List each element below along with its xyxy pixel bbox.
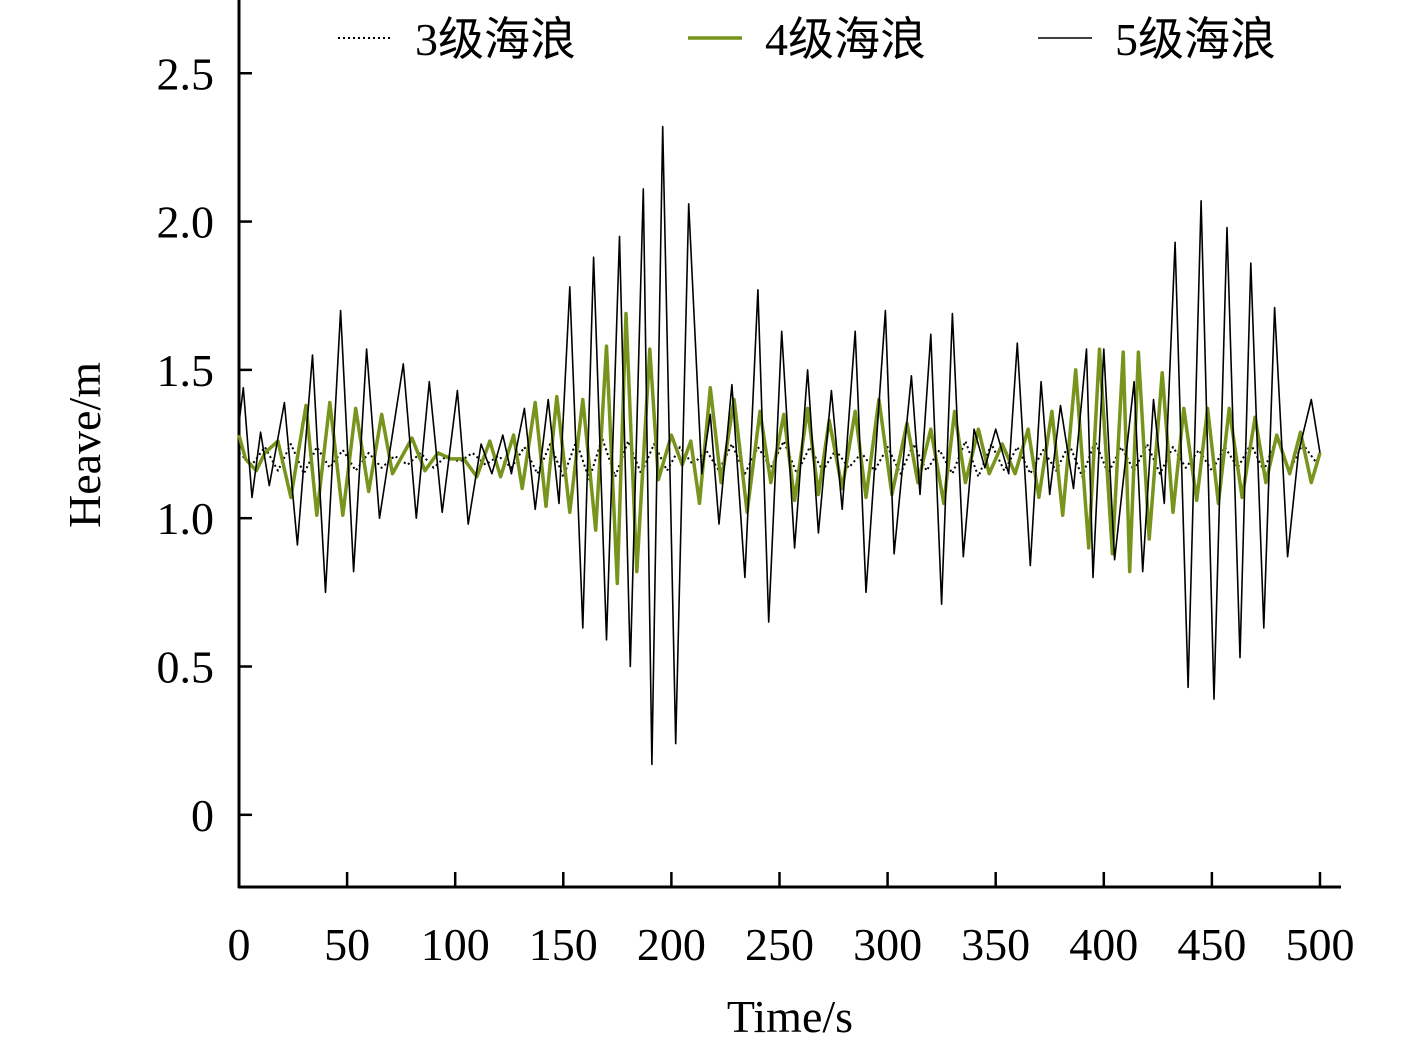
- x-tick-label: 400: [1069, 919, 1138, 970]
- legend-label: 5级海浪: [1115, 14, 1276, 65]
- x-tick-label: 50: [324, 919, 370, 970]
- x-tick-label: 200: [637, 919, 706, 970]
- x-axis-label: Time/s: [727, 991, 853, 1042]
- x-tick-label: 300: [853, 919, 922, 970]
- y-tick-label: 2.5: [157, 48, 215, 99]
- y-tick-label: 0: [191, 790, 214, 841]
- x-tick-label: 350: [961, 919, 1030, 970]
- y-axis-label: Heave/m: [59, 362, 110, 528]
- x-tick-label: 450: [1177, 919, 1246, 970]
- legend-label: 4级海浪: [765, 14, 926, 65]
- legend-label: 3级海浪: [415, 14, 576, 65]
- x-tick-label: 100: [421, 919, 490, 970]
- x-tick-label: 500: [1285, 919, 1354, 970]
- series-line: [237, 311, 1322, 586]
- y-tick-label: 0.5: [157, 641, 215, 692]
- x-tick-label: 150: [529, 919, 598, 970]
- y-tick-label: 1.0: [157, 493, 215, 544]
- x-tick-label: 0: [228, 919, 251, 970]
- y-tick-label: 2.0: [157, 197, 215, 248]
- x-tick-label: 250: [745, 919, 814, 970]
- series-line: [238, 125, 1321, 766]
- y-tick-label: 1.5: [157, 345, 215, 396]
